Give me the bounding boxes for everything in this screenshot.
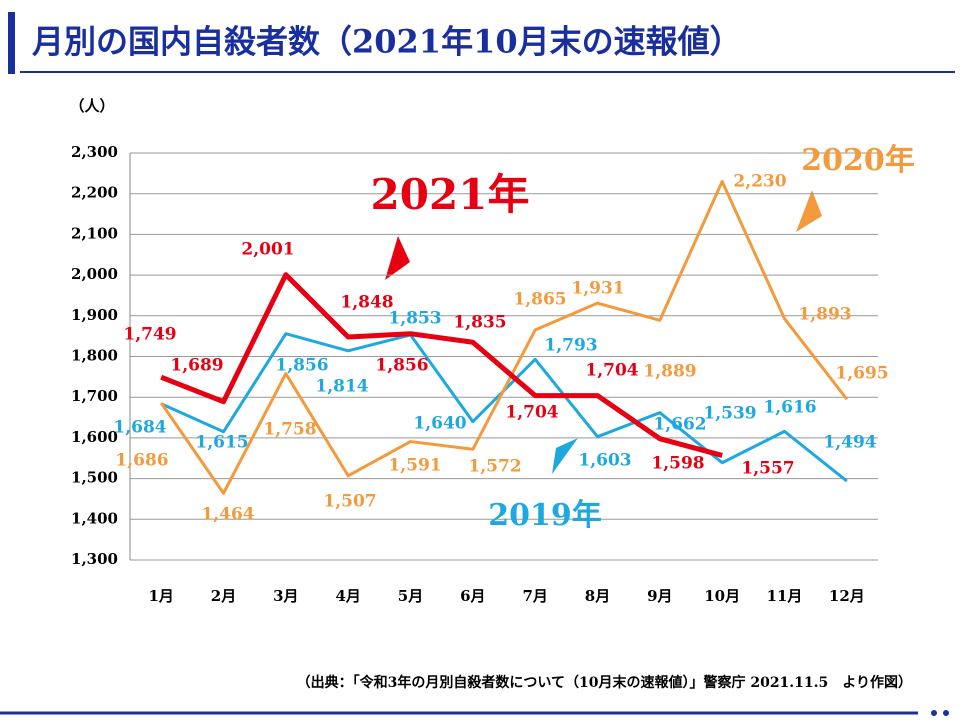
- value-label: 1,557: [741, 459, 794, 479]
- series-line: [159, 179, 849, 495]
- value-label: 1,758: [263, 420, 316, 440]
- value-label: 1,689: [170, 356, 223, 376]
- y-tick-label: 1,900: [71, 306, 118, 324]
- value-label: 1,814: [315, 377, 368, 397]
- x-tick-label: 1月: [148, 587, 173, 605]
- value-label: 1,494: [823, 433, 876, 453]
- series-name: 2021年: [371, 170, 530, 219]
- value-label: 1,684: [113, 418, 166, 438]
- x-tick-label: 3月: [273, 587, 298, 605]
- x-tick-label: 11月: [767, 587, 803, 605]
- value-label: 1,603: [578, 451, 631, 471]
- value-label: 2,230: [733, 172, 786, 192]
- value-label: 1,662: [653, 415, 706, 435]
- x-tick-label: 10月: [704, 587, 740, 605]
- value-label: 1,507: [323, 492, 376, 512]
- y-unit: （人）: [69, 97, 114, 115]
- value-label: 1,853: [388, 309, 441, 329]
- value-label: 1,893: [798, 305, 851, 325]
- arrow: [796, 190, 822, 232]
- x-tick-label: 5月: [398, 587, 423, 605]
- y-tick-label: 2,000: [71, 265, 118, 283]
- x-tick-label: 2月: [211, 587, 236, 605]
- x-tick-label: 4月: [335, 587, 360, 605]
- value-label: 1,640: [413, 414, 466, 434]
- title-bar: [8, 12, 15, 74]
- y-tick-label: 2,300: [71, 143, 118, 161]
- arrow: [552, 438, 578, 474]
- value-label: 1,591: [388, 456, 441, 476]
- x-tick-label: 6月: [460, 587, 485, 605]
- chart-title: 月別の国内自殺者数（2021年10月末の速報値）: [32, 23, 742, 61]
- y-tick-label: 1,800: [71, 347, 118, 365]
- value-label: 1,615: [195, 433, 248, 453]
- value-label: 1,539: [703, 404, 756, 424]
- value-label: 2,001: [241, 240, 294, 260]
- value-label: 1,856: [275, 356, 328, 376]
- value-label: 1,616: [763, 398, 816, 418]
- x-tick-label: 12月: [829, 587, 865, 605]
- y-tick-label: 1,700: [71, 387, 118, 405]
- value-label: 1,695: [835, 364, 888, 384]
- x-tick-label: 8月: [585, 587, 610, 605]
- value-label: 1,793: [544, 336, 597, 356]
- x-tick-label: 7月: [522, 587, 547, 605]
- y-tick-label: 2,100: [71, 224, 118, 242]
- value-label: 1,749: [123, 325, 176, 345]
- value-label: 1,835: [453, 313, 506, 333]
- value-label: 1,865: [513, 290, 566, 310]
- y-tick-label: 1,300: [71, 550, 118, 568]
- value-label: 1,704: [585, 361, 638, 381]
- value-label: 1,598: [651, 454, 704, 474]
- y-tick-label: 1,400: [71, 509, 118, 527]
- series-line: [160, 272, 723, 458]
- value-label: 1,686: [115, 451, 168, 471]
- value-label: 1,931: [571, 279, 624, 299]
- value-label: 1,464: [201, 505, 254, 525]
- value-label: 1,889: [643, 362, 696, 382]
- value-label: 1,572: [468, 457, 521, 477]
- series-name: 2019年: [488, 498, 602, 533]
- arrow: [385, 236, 410, 280]
- value-label: 1,856: [375, 356, 428, 376]
- y-tick-label: 2,200: [71, 184, 118, 202]
- footer-dot: [931, 710, 937, 716]
- source: （出典：「令和3年の月別自殺者数について（10月末の速報値）」警察庁 2021.…: [297, 674, 912, 691]
- x-tick-label: 9月: [647, 587, 672, 605]
- footer-dot: [943, 710, 949, 716]
- series-name: 2020年: [801, 143, 915, 178]
- y-tick-label: 1,500: [71, 469, 118, 487]
- y-tick-label: 1,600: [71, 428, 118, 446]
- value-label: 1,704: [505, 403, 558, 423]
- value-label: 1,848: [340, 293, 393, 313]
